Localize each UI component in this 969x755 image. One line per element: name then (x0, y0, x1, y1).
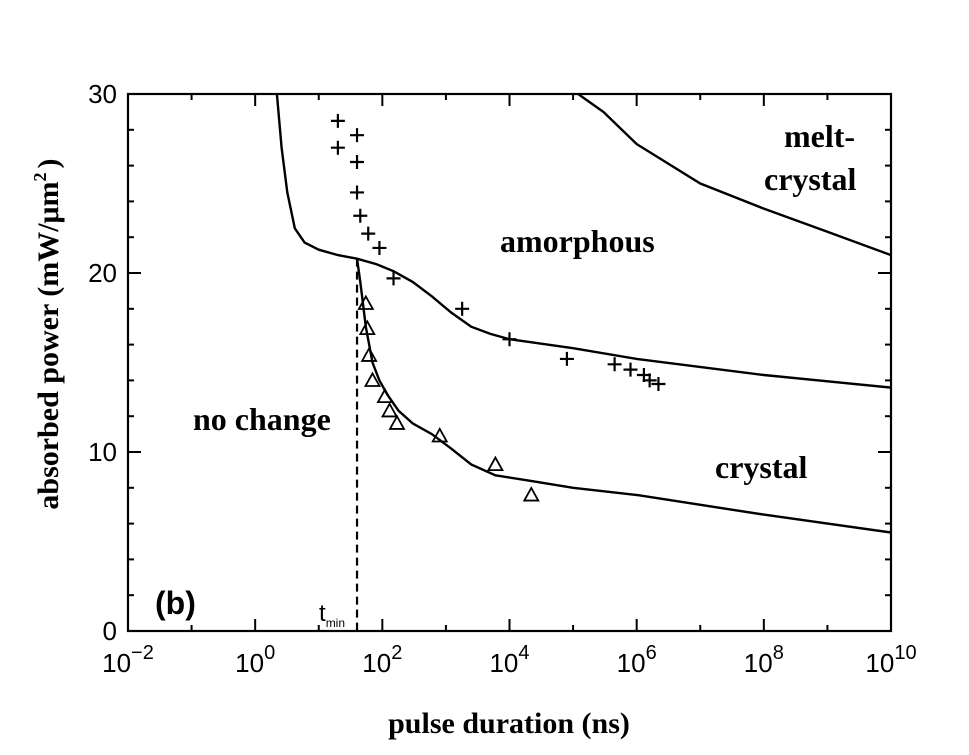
plus-marker (455, 301, 470, 316)
triangle-marker (381, 401, 399, 418)
plus-marker (502, 332, 517, 347)
plus-marker (350, 185, 365, 200)
x-tick-label: 104 (489, 642, 529, 678)
triangle-marker (357, 294, 375, 310)
plus-marker (559, 351, 574, 366)
triangle-marker (431, 427, 449, 443)
region-label-crystal: crystal (715, 449, 808, 485)
plus-marker (607, 357, 622, 372)
plus-marker (353, 208, 368, 223)
x-tick-label: 10−2 (102, 642, 154, 678)
region-label-no-change: no change (193, 401, 331, 437)
plus-marker (642, 373, 657, 388)
plus-marker (330, 113, 345, 128)
triangle-marker (376, 387, 394, 404)
triangle-marker (388, 414, 406, 430)
plus-marker (350, 155, 365, 170)
plus-marker (386, 271, 401, 286)
data-markers (330, 113, 666, 502)
triangle-marker (486, 455, 504, 472)
triangle-marker (358, 319, 376, 335)
x-tick-label: 108 (744, 642, 784, 678)
triangle-marker (522, 486, 540, 502)
x-tick-label: 1010 (865, 642, 916, 678)
plus-marker (361, 226, 376, 241)
y-tick-label: 10 (88, 437, 117, 467)
x-axis-label: pulse duration (ns) (388, 707, 630, 740)
x-tick-label: 100 (235, 642, 275, 678)
plus-marker (372, 240, 387, 255)
x-tick-label: 102 (362, 642, 402, 678)
tmin-label: tmin (319, 600, 345, 630)
region-label-melt: melt- (784, 118, 855, 154)
y-tick-labels: 0 10 20 30 (88, 79, 117, 646)
y-tick-label: 0 (103, 616, 117, 646)
x-tick-label: 106 (617, 642, 657, 678)
y-tick-label: 20 (88, 258, 117, 288)
amorphization-threshold-curve (275, 93, 892, 389)
panel-label: (b) (155, 585, 196, 621)
plus-marker (651, 376, 666, 391)
y-axis-label: absorbed power (mW/μm2) (30, 158, 65, 509)
plus-marker (623, 362, 638, 377)
y-tick-label: 30 (88, 79, 117, 109)
x-tick-labels: 10−2 100 102 104 106 108 1010 (102, 642, 916, 678)
plus-marker (330, 140, 345, 155)
plus-marker (350, 128, 365, 143)
region-label-amorphous: amorphous (500, 223, 655, 259)
axis-ticks (127, 93, 892, 632)
melt-crystal-threshold-curve (577, 93, 892, 257)
region-label-melt-crystal: crystal (764, 161, 857, 197)
triangle-marker (363, 371, 382, 387)
triangle-marker (360, 346, 378, 362)
